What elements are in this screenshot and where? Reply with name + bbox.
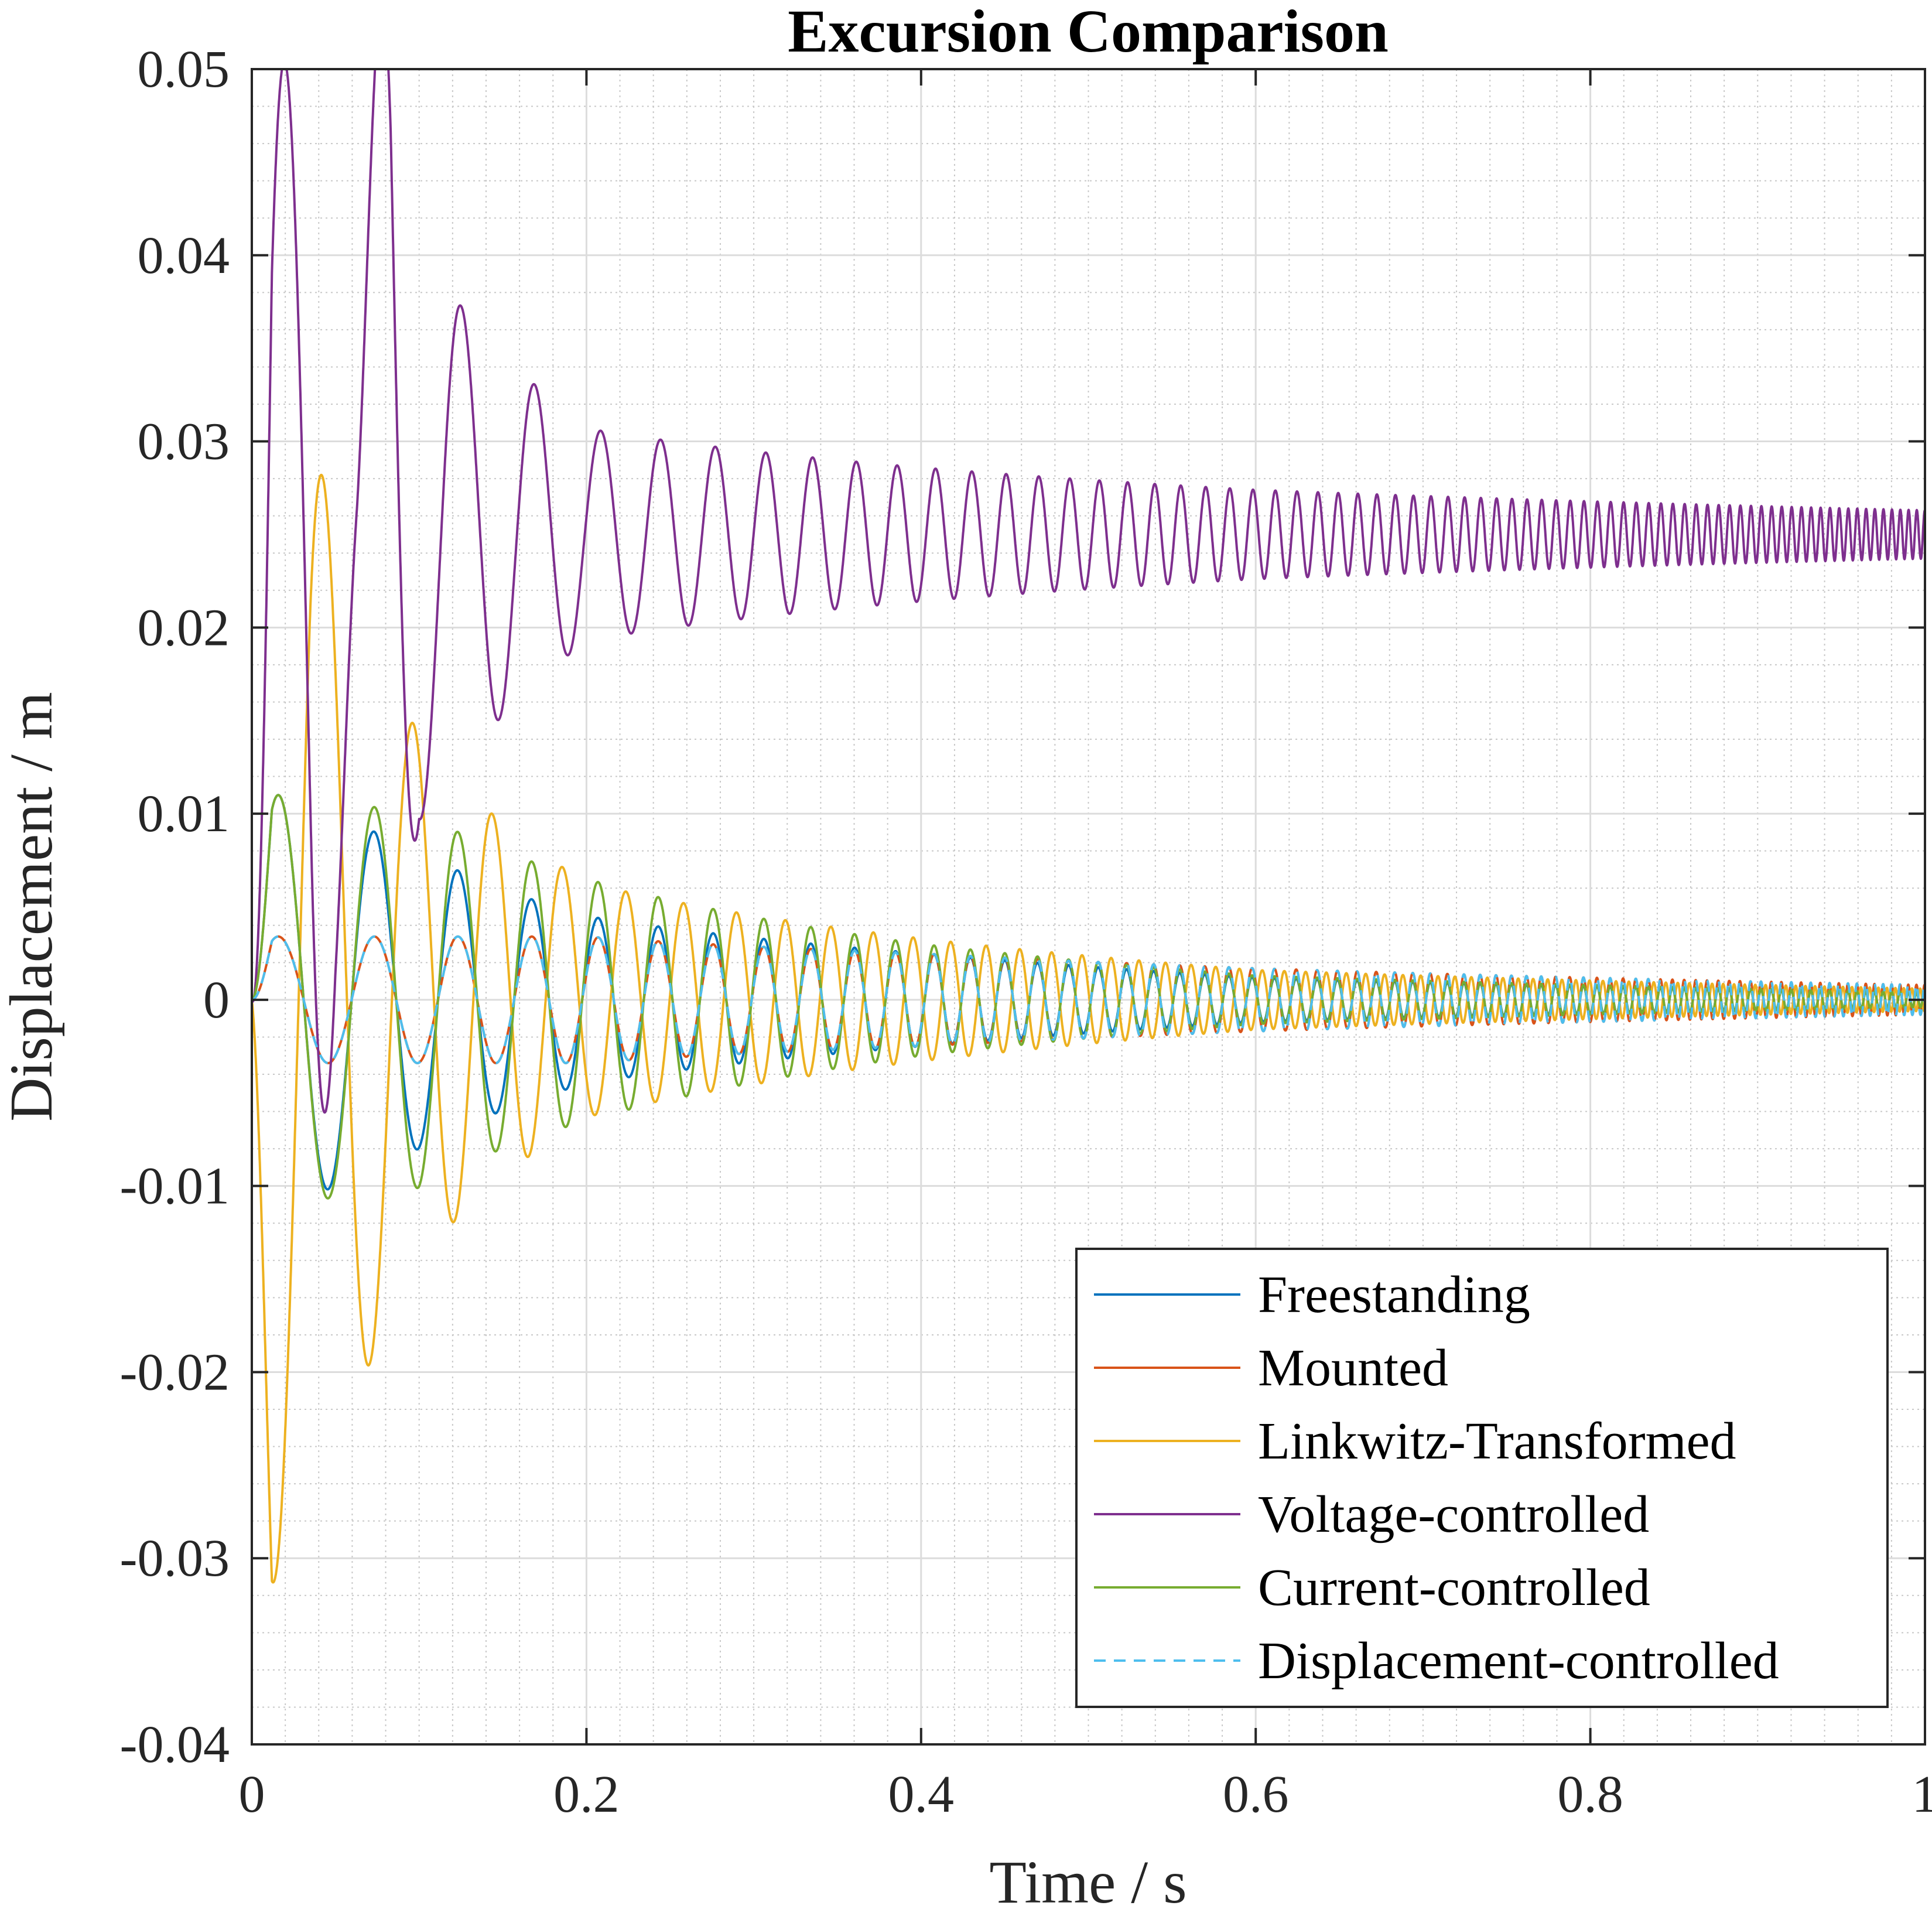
y-tick-label: 0.02 — [138, 599, 230, 657]
x-tick-label: 0 — [239, 1765, 265, 1823]
y-tick-label: -0.02 — [120, 1343, 230, 1401]
y-tick-label: 0.05 — [138, 40, 230, 98]
series-line-displacement-controlled — [252, 935, 1925, 1064]
axis-ticks — [251, 68, 1926, 1746]
y-tick-label: 0.04 — [138, 227, 230, 285]
legend-label: Freestanding — [1258, 1266, 1530, 1324]
x-tick-label: 0.8 — [1557, 1765, 1623, 1823]
legend-box — [1075, 1248, 1889, 1708]
y-tick-label: 0.01 — [138, 785, 230, 843]
x-tick-label: 1 — [1912, 1765, 1932, 1823]
legend-label: Displacement-controlled — [1258, 1632, 1779, 1690]
legend-items: Freestanding Mounted Linkwitz-Transformed V… — [1094, 1266, 1779, 1690]
x-tick-label: 0.6 — [1223, 1765, 1289, 1823]
legend-label: Linkwitz-Transformed — [1258, 1412, 1736, 1470]
y-tick-label: -0.01 — [120, 1157, 230, 1215]
x-axis-label: Time / s — [989, 1849, 1186, 1916]
x-tick-label: 0.2 — [553, 1765, 620, 1823]
x-tick-labels: 0 0.2 0.4 0.6 0.8 1 — [239, 1765, 1932, 1823]
legend-label: Mounted — [1258, 1339, 1448, 1397]
legend: Freestanding Mounted Linkwitz-Transformed V… — [1075, 1248, 1889, 1708]
y-axis-label: Displacement / m — [0, 692, 65, 1122]
chart-title: Excursion Comparison — [788, 0, 1389, 65]
legend-label: Current-controlled — [1258, 1559, 1650, 1617]
series-line-linkwitz-transformed — [252, 473, 1925, 1584]
x-tick-label: 0.4 — [888, 1765, 955, 1823]
y-tick-label: -0.04 — [120, 1716, 230, 1774]
y-tick-label: 0.03 — [138, 413, 230, 471]
series-line-voltage-controlled — [252, 69, 1925, 1114]
plot-frame — [251, 68, 1926, 1746]
legend-label: Voltage-controlled — [1258, 1485, 1649, 1543]
y-tick-label: -0.03 — [120, 1529, 230, 1587]
series-layer — [252, 69, 1925, 1584]
y-tick-label: 0 — [203, 971, 230, 1029]
y-tick-labels: -0.04 -0.03 -0.02 -0.01 0 0.01 0.02 0.03 0.04 0.0… — [120, 40, 230, 1774]
